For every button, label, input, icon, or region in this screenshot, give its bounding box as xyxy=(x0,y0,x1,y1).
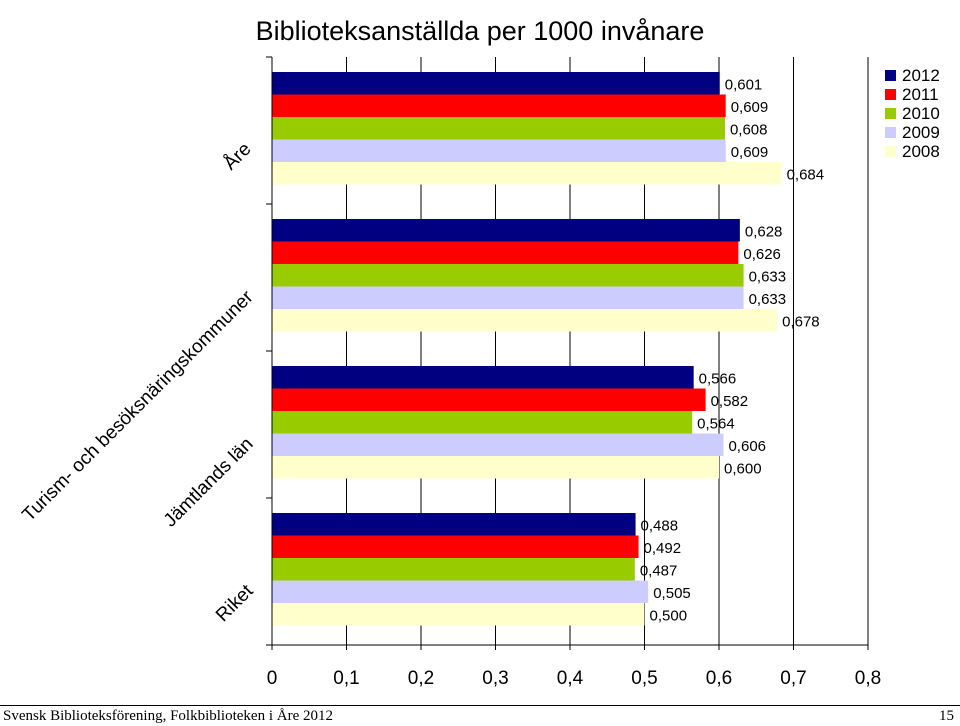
value-label: 0,678 xyxy=(782,313,820,330)
value-label: 0,488 xyxy=(641,517,679,534)
footer: Svensk Biblioteksförening, Folkbibliotek… xyxy=(0,705,960,726)
legend-swatch xyxy=(885,108,896,119)
value-label: 0,609 xyxy=(731,144,769,161)
category-label: Jämtlands län xyxy=(160,434,258,532)
value-labels: 0,601 0,609 0,608 0,609 0,684 0,628 0,626 0,633… xyxy=(640,76,824,624)
x-tick-label: 0 xyxy=(267,668,278,689)
bar-2008 xyxy=(272,162,782,185)
legend-swatch xyxy=(885,89,896,100)
category-label: Åre xyxy=(220,139,256,175)
x-tick-labels: 0 0,1 0,2 0,3 0,4 0,5 0,6 0,7 0,8 xyxy=(267,668,882,689)
legend-swatch xyxy=(885,127,896,138)
x-tick-label: 0,1 xyxy=(333,668,359,689)
x-tick-label: 0,7 xyxy=(780,668,806,689)
category-label: Turism- och besöksnäringskommuner xyxy=(18,286,258,526)
value-label: 0,601 xyxy=(725,76,763,93)
value-label: 0,600 xyxy=(724,460,762,477)
bar-2011 xyxy=(272,241,739,264)
bar-2010 xyxy=(272,117,725,140)
value-label: 0,684 xyxy=(787,166,825,183)
bar-2010 xyxy=(272,411,693,434)
value-label: 0,633 xyxy=(749,291,787,308)
bar-2008 xyxy=(272,603,645,626)
axes xyxy=(266,56,869,650)
chart-title: Biblioteksanställda per 1000 invånare xyxy=(256,16,705,46)
bar-2009 xyxy=(272,433,724,456)
value-label: 0,492 xyxy=(644,540,682,557)
page-number: 15 xyxy=(939,708,954,724)
x-tick-label: 0,3 xyxy=(482,668,508,689)
value-label: 0,500 xyxy=(650,607,688,624)
bar-2012 xyxy=(272,513,636,536)
legend-label: 2008 xyxy=(902,142,940,161)
x-tick-label: 0,8 xyxy=(855,668,881,689)
bar-2011 xyxy=(272,94,726,117)
x-tick-label: 0,5 xyxy=(631,668,657,689)
value-label: 0,566 xyxy=(699,370,737,387)
value-label: 0,564 xyxy=(697,415,735,432)
value-label: 0,582 xyxy=(711,393,749,410)
value-label: 0,626 xyxy=(743,246,781,263)
legend-swatch xyxy=(885,146,896,157)
bar-2010 xyxy=(272,264,744,287)
value-label: 0,487 xyxy=(640,562,678,579)
bar-2012 xyxy=(272,219,740,242)
bar-2012 xyxy=(272,72,720,95)
legend-swatch xyxy=(885,70,896,81)
value-label: 0,505 xyxy=(653,585,691,602)
value-label: 0,608 xyxy=(730,121,768,138)
bar-2009 xyxy=(272,286,744,309)
bar-2008 xyxy=(272,309,778,332)
value-label: 0,609 xyxy=(731,99,769,116)
category-label: Riket xyxy=(212,580,258,626)
bars xyxy=(272,72,782,626)
value-label: 0,606 xyxy=(728,438,766,455)
bar-chart: Biblioteksanställda per 1000 invånare 0,… xyxy=(18,16,940,689)
bar-2011 xyxy=(272,535,639,558)
bar-2009 xyxy=(272,580,649,603)
value-label: 0,628 xyxy=(745,223,783,240)
bar-2012 xyxy=(272,366,694,389)
bar-2011 xyxy=(272,388,706,411)
value-label: 0,633 xyxy=(749,268,787,285)
legend-label: 2012 xyxy=(902,66,940,85)
legend-label: 2011 xyxy=(902,85,939,104)
x-tick-label: 0,6 xyxy=(706,668,732,689)
bar-2010 xyxy=(272,558,635,581)
bar-2009 xyxy=(272,139,726,162)
footer-source: Svensk Biblioteksförening, Folkbibliotek… xyxy=(3,708,333,724)
x-tick-label: 0,2 xyxy=(408,668,434,689)
category-labels: Åre Turism- och besöksnäringskommunerJämt… xyxy=(18,139,258,626)
x-tick-label: 0,4 xyxy=(557,668,584,689)
legend-label: 2010 xyxy=(902,104,940,123)
legend-label: 2009 xyxy=(902,123,940,142)
bar-2008 xyxy=(272,456,719,479)
